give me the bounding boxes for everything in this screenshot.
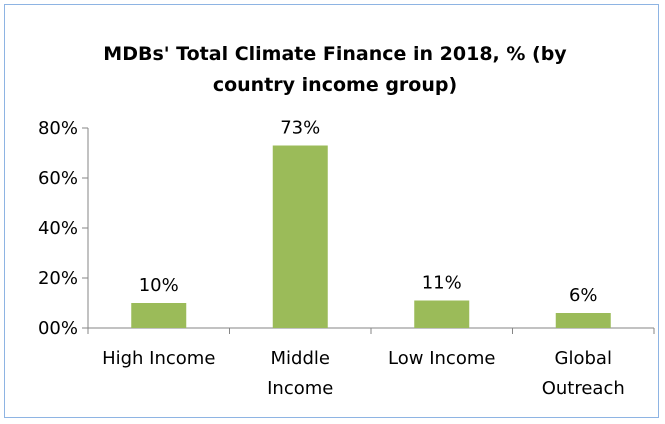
bar-high-income <box>131 303 187 328</box>
chart-frame <box>4 4 659 418</box>
chart-title-line-1: MDBs' Total Climate Finance in 2018, % (… <box>103 43 567 65</box>
y-tick-label: 80% <box>38 118 78 139</box>
category-label: Income <box>267 378 333 399</box>
y-tick-label: 00% <box>38 318 78 339</box>
category-label: Outreach <box>542 378 625 399</box>
bars <box>131 145 611 328</box>
category-label: Middle <box>271 348 330 369</box>
data-labels: 10% 73% 11% 6% <box>139 118 598 307</box>
chart-title: MDBs' Total Climate Finance in 2018, % (… <box>103 43 567 96</box>
category-labels: High Income Middle Income Low Income Global O… <box>102 348 625 399</box>
bar-global-outreach <box>555 313 611 328</box>
data-label: 73% <box>280 118 320 139</box>
bar-low-income <box>414 300 470 328</box>
category-label: High Income <box>102 348 215 369</box>
y-tick-label: 40% <box>38 218 78 239</box>
y-tick-label: 20% <box>38 268 78 289</box>
y-tick-label: 60% <box>38 168 78 189</box>
y-axis-ticks: 00% 20% 40% 60% 80% <box>38 118 88 339</box>
category-label: Global <box>555 348 612 369</box>
category-label: Low Income <box>388 348 495 369</box>
bar-middle-income <box>272 145 328 328</box>
chart-title-line-2: country income group) <box>213 74 457 96</box>
data-label: 6% <box>569 285 598 306</box>
data-label: 10% <box>139 275 179 296</box>
data-label: 11% <box>422 273 462 294</box>
